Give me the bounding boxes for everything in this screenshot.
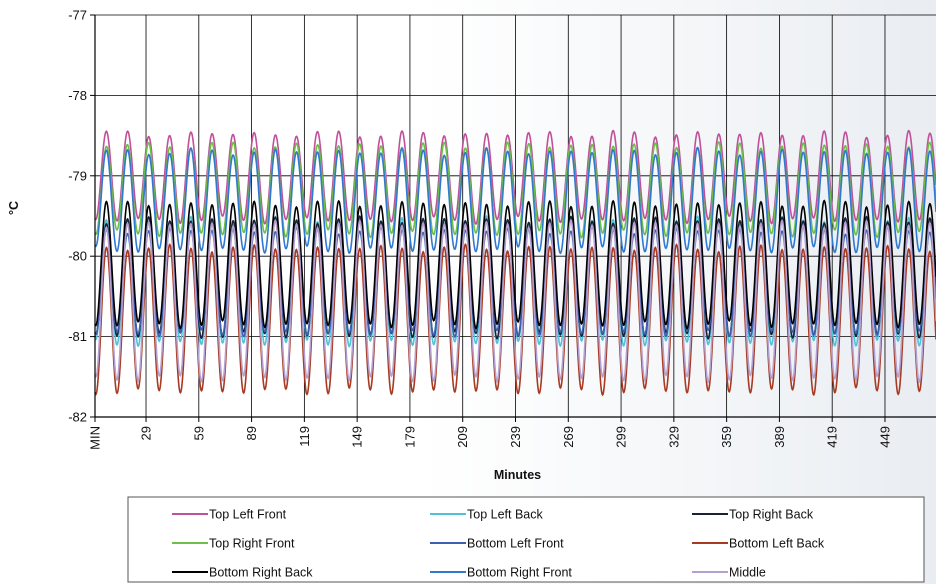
series-line-3 xyxy=(94,140,936,239)
series-line-8 xyxy=(94,218,936,384)
legend-label: Top Left Back xyxy=(467,508,543,522)
y-tick-label: -81 xyxy=(68,329,87,344)
x-tick-label: 269 xyxy=(561,426,576,448)
x-tick-label: 239 xyxy=(508,426,523,448)
legend: Top Left Front Top Left Back Top Right Bac… xyxy=(127,496,925,583)
x-tick-label: 29 xyxy=(139,426,154,440)
legend-box xyxy=(127,496,925,583)
x-tick-label: 359 xyxy=(719,426,734,448)
x-tick-labels: MIN 29 59 89 119 149 179 209 239 269 299 329 359 389 4… xyxy=(88,426,893,450)
axes xyxy=(90,14,936,422)
series-line-0 xyxy=(94,129,936,226)
y-tick-label: -80 xyxy=(68,249,87,264)
legend-label: Bottom Right Back xyxy=(209,566,313,580)
x-tick-label: 209 xyxy=(455,426,470,448)
legend-label: Bottom Right Front xyxy=(467,566,572,580)
y-tick-label: -77 xyxy=(68,8,87,23)
y-tick-label: -82 xyxy=(68,410,87,425)
x-tick-label: 419 xyxy=(825,426,840,448)
y-tick-label: -78 xyxy=(68,88,87,103)
x-tick-label: 149 xyxy=(350,426,365,448)
legend-label: Top Right Back xyxy=(729,508,814,522)
x-tick-label: 389 xyxy=(772,426,787,448)
legend-label: Top Right Front xyxy=(209,537,295,551)
y-tick-labels: -77 -78 -79 -80 -81 -82 xyxy=(68,8,87,425)
legend-label: Top Left Front xyxy=(209,508,287,522)
series-line-7 xyxy=(94,146,936,255)
legend-label: Bottom Left Front xyxy=(467,537,564,551)
x-tick-label: 329 xyxy=(666,426,681,448)
x-tick-label: 89 xyxy=(244,426,259,440)
y-axis-label: °C xyxy=(7,201,21,215)
legend-label: Bottom Left Back xyxy=(729,537,825,551)
x-tick-label: 449 xyxy=(877,426,892,448)
y-tick-label: -79 xyxy=(68,168,87,183)
x-tick-label: 59 xyxy=(191,426,206,440)
series-line-6 xyxy=(94,199,936,330)
series-lines xyxy=(94,129,936,397)
legend-label: Middle xyxy=(729,566,766,580)
x-tick-label: 179 xyxy=(402,426,417,448)
x-tick-label: MIN xyxy=(88,426,103,450)
x-axis-label: Minutes xyxy=(494,468,541,482)
x-tick-label: 119 xyxy=(297,426,312,447)
x-tick-label: 299 xyxy=(614,426,629,448)
